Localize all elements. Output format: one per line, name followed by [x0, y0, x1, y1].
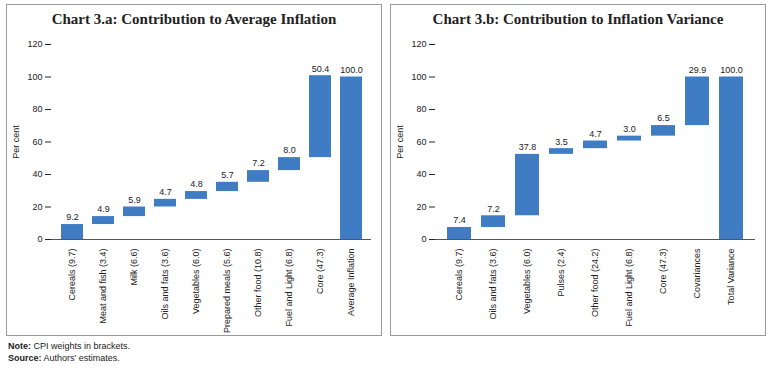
svg-text:Vegetables (6.0): Vegetables (6.0) — [191, 248, 201, 314]
svg-text:Per cent: Per cent — [11, 125, 21, 159]
html-text:Source: Authors' estimates.: Source: Authors' estimates. — [8, 353, 120, 363]
svg-text:7.2: 7.2 — [487, 204, 500, 214]
svg-text:4.7: 4.7 — [589, 129, 602, 139]
svg-text:9.2: 9.2 — [66, 212, 79, 222]
html-text:Note: CPI weights in brackets.: Note: CPI weights in brackets. — [8, 341, 130, 351]
svg-text:Pulses (2.4): Pulses (2.4) — [556, 249, 566, 297]
svg-text:4.8: 4.8 — [190, 179, 203, 189]
svg-text:6.5: 6.5 — [657, 113, 670, 123]
svg-text:Cereals (9.7): Cereals (9.7) — [454, 249, 464, 301]
svg-text:Total Variance: Total Variance — [726, 249, 736, 305]
svg-text:80: 80 — [416, 104, 426, 114]
svg-text:Cereals (9.7): Cereals (9.7) — [67, 249, 77, 301]
svg-text:40: 40 — [416, 169, 426, 179]
svg-text:Oils and fats (3.6): Oils and fats (3.6) — [488, 248, 498, 319]
svg-text:40: 40 — [32, 169, 42, 179]
svg-text:Core (47.3): Core (47.3) — [315, 249, 325, 295]
svg-text:Per cent: Per cent — [395, 125, 405, 159]
svg-text:100: 100 — [411, 72, 426, 82]
svg-text:3.0: 3.0 — [623, 124, 636, 134]
svg-text:0: 0 — [37, 234, 42, 244]
svg-text:Vegetables (6.0): Vegetables (6.0) — [522, 248, 532, 314]
svg-text:7.2: 7.2 — [252, 158, 265, 168]
svg-text:100.0: 100.0 — [720, 65, 743, 75]
svg-text:60: 60 — [416, 137, 426, 147]
svg-text:Fuel and Light (6.8): Fuel and Light (6.8) — [284, 248, 294, 326]
svg-text:120: 120 — [411, 39, 426, 49]
svg-text:20: 20 — [416, 202, 426, 212]
svg-text:Other food (24.2): Other food (24.2) — [590, 249, 600, 318]
svg-text:5.7: 5.7 — [221, 170, 234, 180]
svg-text:Average Inflation: Average Inflation — [346, 249, 356, 316]
svg-text:5.9: 5.9 — [128, 195, 141, 205]
svg-text:80: 80 — [32, 104, 42, 114]
svg-text:7.4: 7.4 — [453, 215, 466, 225]
svg-text:Meat and fish (3.4): Meat and fish (3.4) — [98, 249, 108, 324]
svg-text:3.5: 3.5 — [555, 137, 568, 147]
svg-text:37.8: 37.8 — [519, 142, 537, 152]
svg-text:Prepared meals (5.6): Prepared meals (5.6) — [222, 249, 232, 334]
html-text:Chart 3.a: Contribution to Ave: Chart 3.a: Contribution to Average Infla… — [51, 11, 337, 27]
svg-text:Other food (10.8): Other food (10.8) — [253, 249, 263, 318]
svg-text:20: 20 — [32, 202, 42, 212]
svg-text:29.9: 29.9 — [689, 65, 707, 75]
svg-text:4.9: 4.9 — [97, 204, 110, 214]
svg-text:Core (47.3): Core (47.3) — [658, 249, 668, 295]
svg-text:100.0: 100.0 — [340, 65, 363, 75]
svg-text:Oils and fats (3.6): Oils and fats (3.6) — [160, 248, 170, 319]
svg-text:Milk (6.6): Milk (6.6) — [129, 249, 139, 286]
svg-text:8.0: 8.0 — [283, 145, 296, 155]
svg-text:Fuel and Light (6.8): Fuel and Light (6.8) — [624, 248, 634, 326]
svg-text:60: 60 — [32, 137, 42, 147]
svg-text:100: 100 — [27, 72, 42, 82]
svg-text:120: 120 — [27, 39, 42, 49]
svg-text:Covariances: Covariances — [692, 248, 702, 299]
svg-text:50.4: 50.4 — [312, 64, 330, 74]
svg-text:0: 0 — [421, 234, 426, 244]
svg-text:4.7: 4.7 — [159, 187, 172, 197]
html-text:Chart 3.b: Contribution to Inf: Chart 3.b: Contribution to Inflation Var… — [432, 11, 724, 27]
